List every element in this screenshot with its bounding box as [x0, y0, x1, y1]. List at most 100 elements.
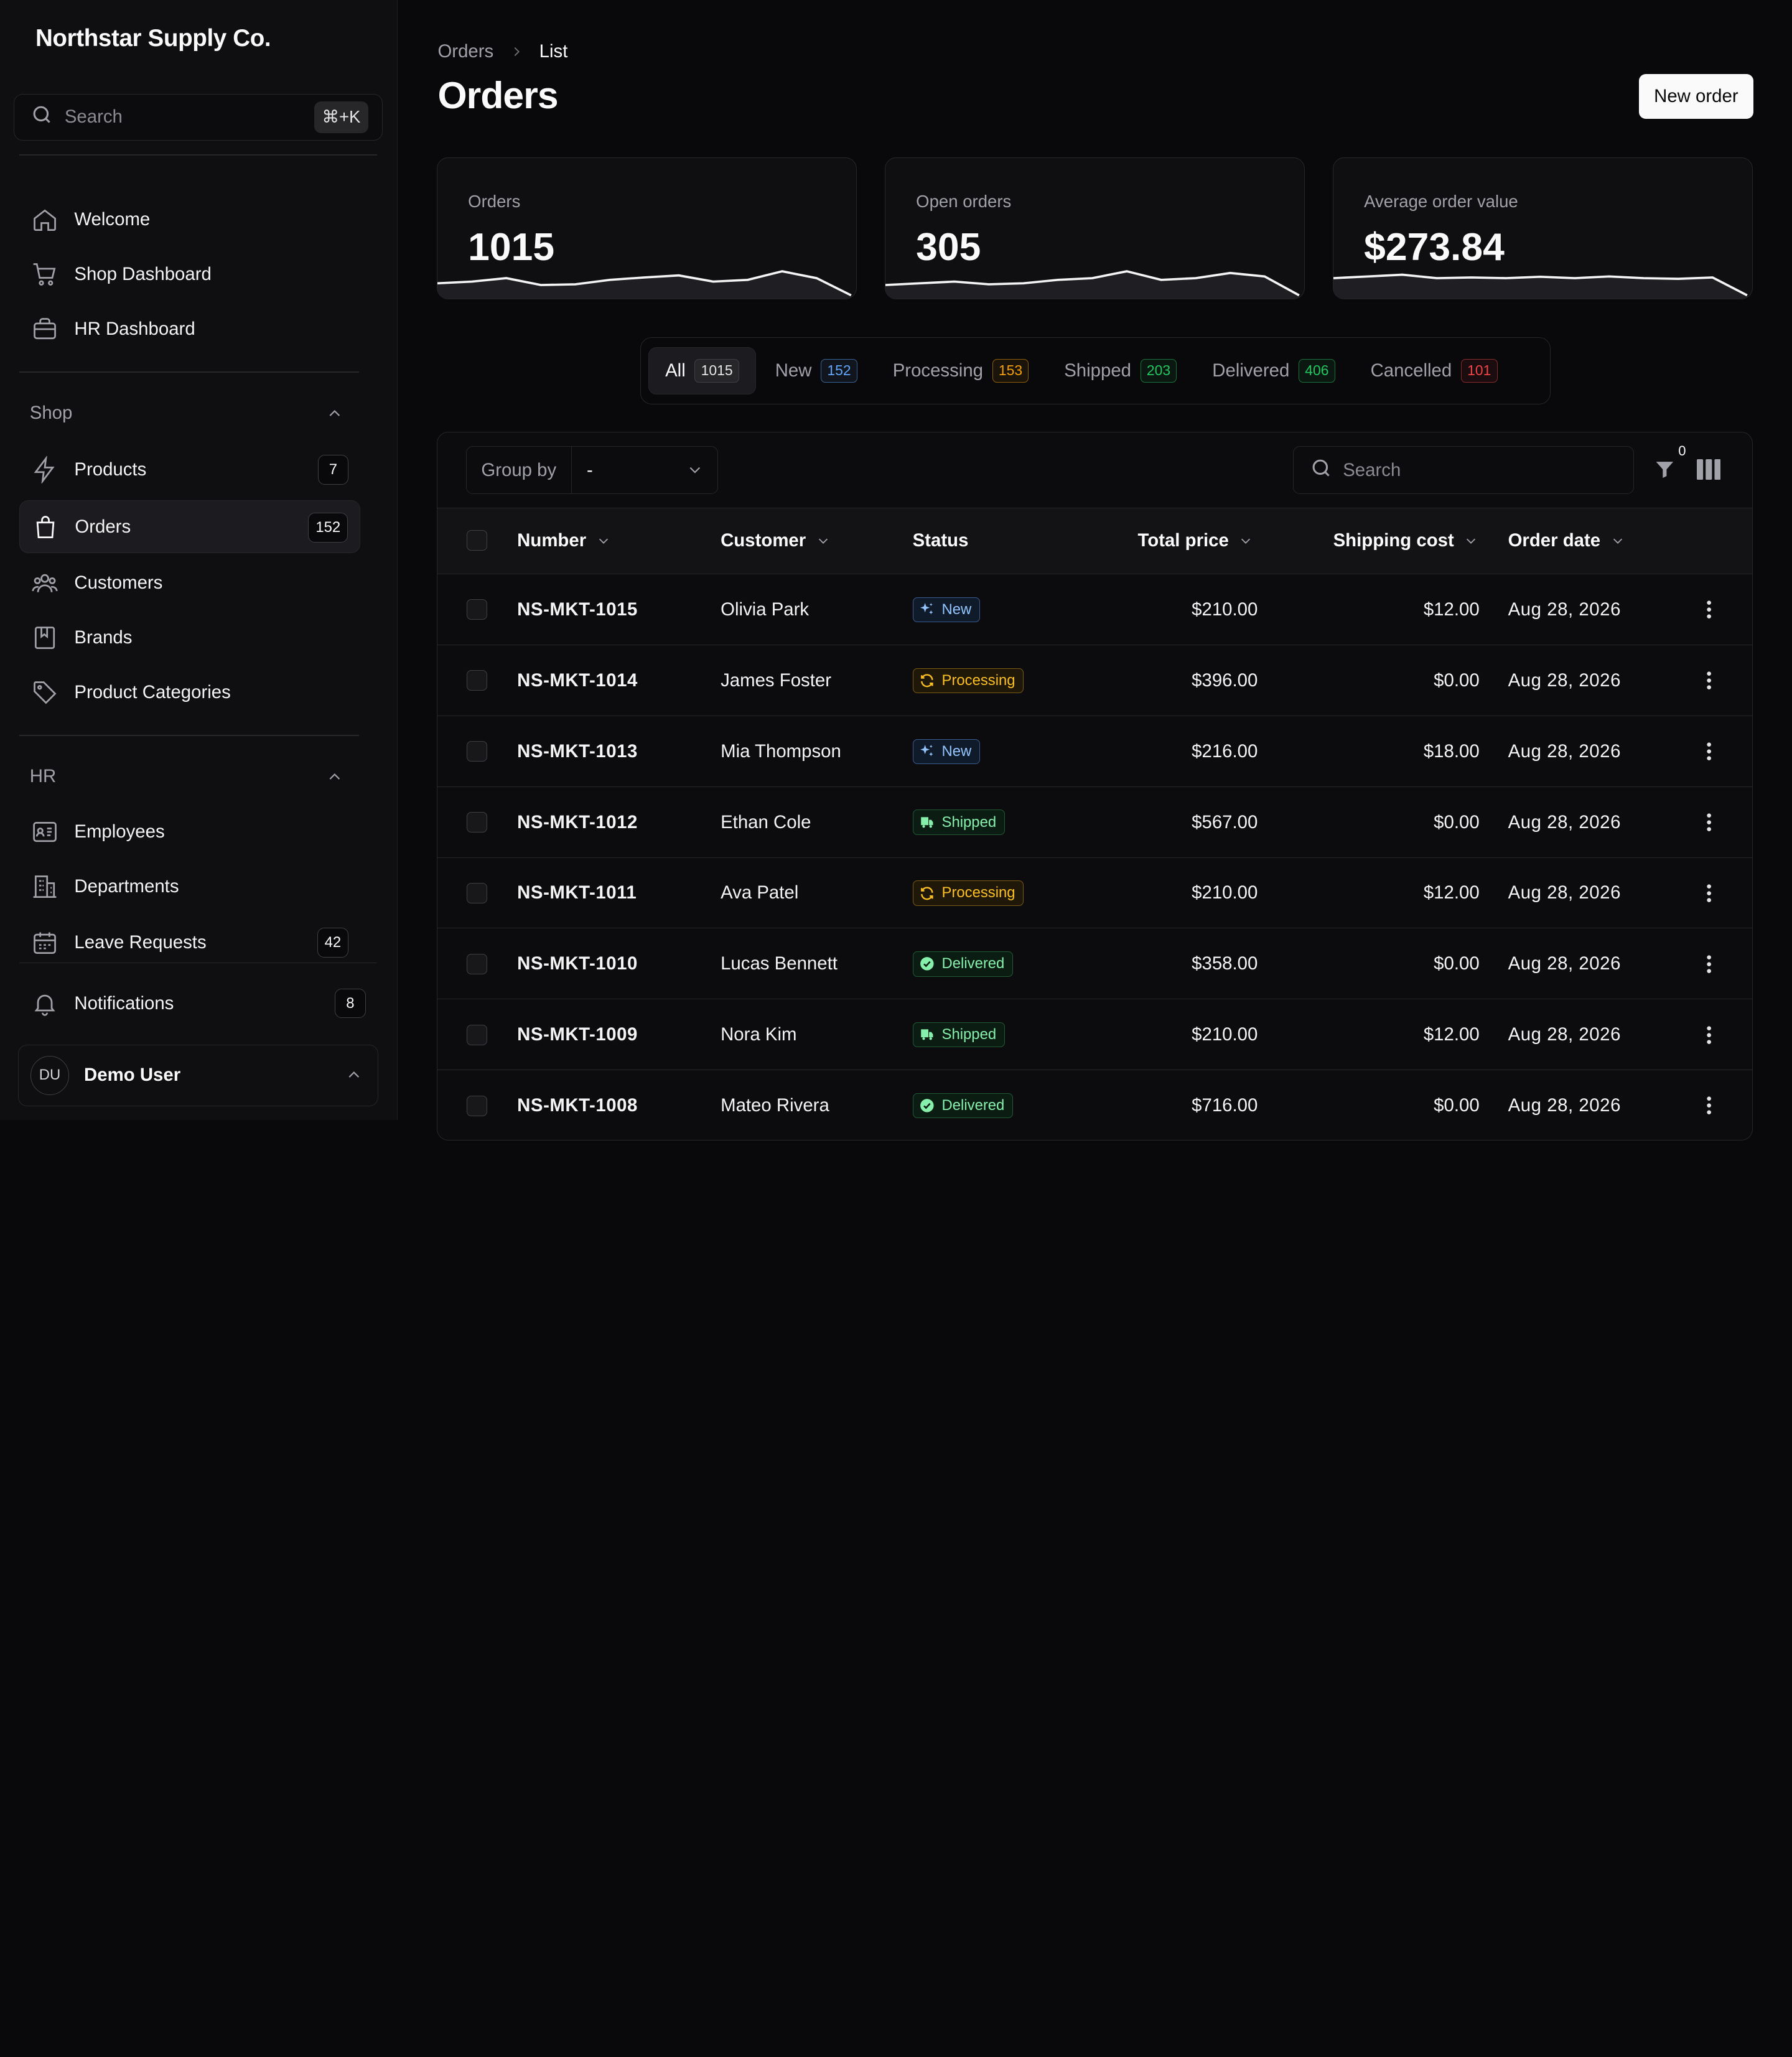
column-number[interactable]: Number [517, 508, 610, 572]
row-checkbox[interactable] [467, 858, 488, 929]
more-actions-icon[interactable] [1707, 645, 1712, 716]
sidebar-item-shop-dashboard[interactable]: Shop Dashboard [19, 248, 360, 301]
avatar: DU [30, 1056, 70, 1095]
order-number[interactable]: NS-MKT-1010 [517, 953, 638, 974]
tab-delivered[interactable]: Delivered 406 [1197, 347, 1351, 394]
table-row[interactable]: NS-MKT-1008 Mateo Rivera Delivered $716.00 $… [437, 1070, 1753, 1140]
divider [19, 371, 359, 373]
column-label: Status [912, 529, 969, 551]
order-number[interactable]: NS-MKT-1009 [517, 1024, 638, 1045]
sidebar-item-label: Products [74, 459, 147, 480]
sidebar-item-notifications[interactable]: Notifications 8 [19, 977, 377, 1029]
brand-name: Northstar Supply Co. [35, 25, 271, 52]
sidebar-search-placeholder: Search [64, 106, 123, 128]
column-shipping-cost[interactable]: Shipping cost [1333, 508, 1478, 572]
order-number[interactable]: NS-MKT-1015 [517, 599, 638, 620]
table-row[interactable]: NS-MKT-1012 Ethan Cole Shipped $567.00 $0.00… [437, 787, 1753, 858]
more-actions-icon[interactable] [1707, 1070, 1712, 1140]
sidebar-item-welcome[interactable]: Welcome [19, 193, 360, 245]
breadcrumb-orders[interactable]: Orders [437, 41, 494, 62]
table-search-input[interactable]: Search [1293, 446, 1634, 495]
sidebar-search[interactable]: Search ⌘+K [14, 93, 383, 141]
more-actions-icon[interactable] [1707, 999, 1712, 1070]
row-checkbox[interactable] [467, 787, 488, 858]
sparkline [885, 270, 1300, 299]
more-actions-icon[interactable] [1707, 716, 1712, 787]
column-label: Shipping cost [1333, 529, 1454, 551]
tab-label: Cancelled [1370, 360, 1452, 381]
chevron-up-icon[interactable] [327, 769, 343, 785]
order-number[interactable]: NS-MKT-1012 [517, 811, 638, 833]
sidebar-item-departments[interactable]: Departments [19, 861, 360, 913]
more-actions-icon[interactable] [1707, 858, 1712, 929]
tab-cancelled[interactable]: Cancelled 101 [1355, 347, 1513, 394]
shipping-cost: $12.00 [1423, 599, 1480, 620]
column-total-price[interactable]: Total price [1137, 508, 1253, 572]
sidebar-item-customers[interactable]: Customers [19, 556, 360, 609]
group-label-shop[interactable]: Shop [29, 402, 73, 423]
user-menu[interactable]: DU Demo User [18, 1044, 378, 1106]
tab-processing[interactable]: Processing 153 [877, 347, 1045, 394]
sidebar-item-leave-requests[interactable]: Leave Requests 42 [19, 917, 360, 969]
sparkline-line [885, 270, 1300, 297]
new-order-button[interactable]: New order [1639, 74, 1753, 119]
sidebar-item-hr-dashboard[interactable]: HR Dashboard [19, 303, 360, 355]
row-checkbox[interactable] [467, 645, 488, 716]
group-label-hr[interactable]: HR [29, 765, 57, 786]
column-label: Total price [1137, 529, 1229, 551]
shipping-cost: $0.00 [1434, 811, 1480, 833]
row-checkbox[interactable] [467, 1070, 488, 1140]
more-actions-icon[interactable] [1707, 928, 1712, 999]
sidebar-item-orders[interactable]: Orders 152 [19, 500, 360, 553]
chevron-up-icon[interactable] [327, 406, 343, 422]
status-cell: Delivered [912, 1070, 1014, 1140]
sparkline-area [885, 271, 1299, 299]
orders-table: Group by - Search 0 Number Customer Stat… [436, 432, 1753, 1141]
filter-icon[interactable] [1653, 458, 1676, 486]
order-number[interactable]: NS-MKT-1014 [517, 669, 638, 691]
sidebar-item-employees[interactable]: Employees [19, 806, 360, 858]
status-cell: Delivered [912, 928, 1014, 999]
chevron-down-icon [1467, 538, 1476, 544]
column-customer[interactable]: Customer [721, 508, 830, 572]
order-number[interactable]: NS-MKT-1013 [517, 740, 638, 762]
order-number[interactable]: NS-MKT-1008 [517, 1095, 638, 1116]
columns-icon[interactable] [1696, 459, 1721, 485]
row-checkbox[interactable] [467, 716, 488, 787]
column-order-date[interactable]: Order date [1508, 508, 1625, 572]
table-row[interactable]: NS-MKT-1009 Nora Kim Shipped $210.00 $12.00 A… [437, 999, 1753, 1071]
row-checkbox[interactable] [467, 928, 488, 999]
group-by-select[interactable]: Group by - [465, 446, 719, 495]
truck-icon [921, 817, 933, 828]
table-row[interactable]: NS-MKT-1010 Lucas Bennett Delivered $358.00… [437, 928, 1753, 1000]
tab-all[interactable]: All 1015 [648, 347, 756, 394]
count-badge: 7 [317, 454, 349, 485]
table-row[interactable]: NS-MKT-1011 Ava Patel Processing $210.00 $12… [437, 858, 1753, 929]
stat-card-open-orders: Open orders 305 [884, 157, 1305, 300]
shipping-cost: $0.00 [1434, 1095, 1480, 1116]
row-checkbox[interactable] [467, 574, 488, 645]
sidebar-item-product-categories[interactable]: Product Categories [19, 666, 360, 719]
group-by-label: Group by [467, 447, 572, 494]
more-actions-icon[interactable] [1707, 787, 1712, 858]
sidebar-item-products[interactable]: Products 7 [19, 444, 360, 496]
sidebar-item-brands[interactable]: Brands [19, 612, 360, 664]
table-row[interactable]: NS-MKT-1015 Olivia Park New $210.00 $12.00 Au… [437, 574, 1753, 645]
table-row[interactable]: NS-MKT-1013 Mia Thompson New $216.00 $18.00 A… [437, 716, 1753, 787]
more-actions-icon[interactable] [1707, 574, 1712, 645]
table-row[interactable]: NS-MKT-1014 James Foster Processing $396.00… [437, 645, 1753, 716]
row-checkbox[interactable] [467, 999, 488, 1070]
order-number[interactable]: NS-MKT-1011 [517, 882, 637, 903]
tab-new[interactable]: New 152 [759, 347, 873, 394]
check-circle-icon [920, 957, 934, 971]
customer-name: James Foster [721, 669, 832, 691]
tab-shipped[interactable]: Shipped 203 [1048, 347, 1193, 394]
count-badge: 8 [335, 988, 366, 1019]
refresh-icon [920, 674, 933, 688]
total-price: $716.00 [1192, 1095, 1258, 1116]
stat-label: Average order value [1364, 191, 1518, 211]
select-all-checkbox[interactable] [467, 508, 488, 572]
chevron-down-icon [599, 538, 608, 544]
truck-icon [921, 1029, 933, 1040]
stat-value: 1015 [468, 225, 555, 269]
